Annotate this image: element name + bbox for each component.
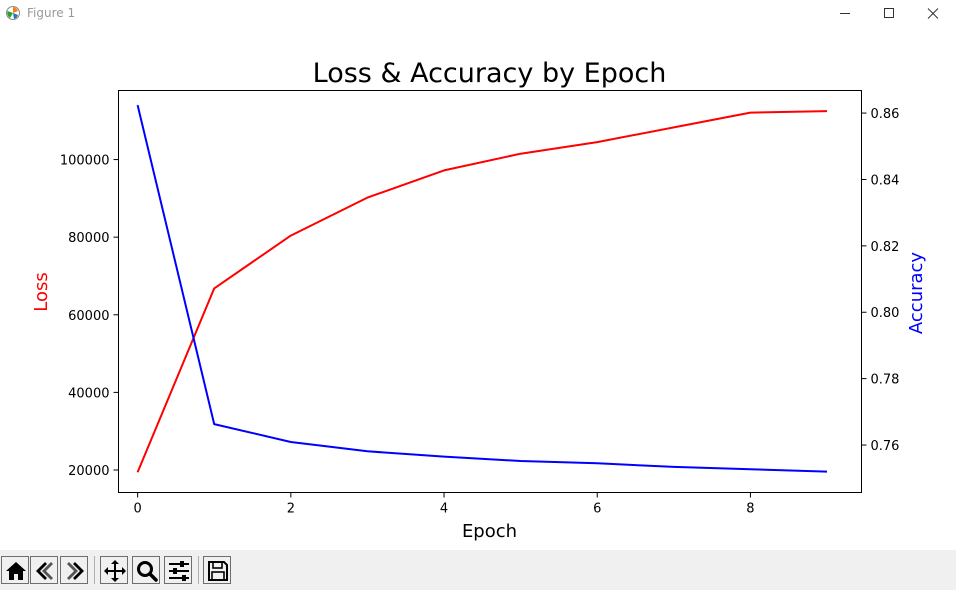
x-axis-label: Epoch (462, 521, 517, 542)
y-axis-left-label: Loss (31, 272, 52, 311)
configure-subplots-button[interactable] (164, 556, 192, 584)
y-left-tick-label: 20000 (68, 464, 109, 479)
navigation-toolbar (0, 550, 956, 590)
zoom-button[interactable] (132, 556, 160, 584)
pan-button[interactable] (100, 556, 128, 584)
window-title: Figure 1 (27, 6, 76, 20)
configure-subplots-icon (169, 561, 189, 581)
y-left-tick-label: 60000 (68, 309, 109, 324)
x-tick-label: 0 (134, 502, 142, 517)
y-left-tick-label: 40000 (68, 386, 109, 401)
minimize-icon (840, 13, 850, 14)
y-left-tick-label: 80000 (68, 231, 109, 246)
pan-icon (104, 560, 126, 582)
loss-series-line (136, 110, 828, 473)
back-icon (36, 562, 53, 580)
x-tick-label: 4 (440, 502, 448, 517)
save-icon (208, 561, 228, 581)
chart[interactable]: Loss & Accuracy by Epoch 0 2 4 6 8 20000 4000… (0, 28, 956, 550)
y-right-tick-label: 0.76 (871, 439, 900, 454)
window-titlebar: Figure 1 (0, 0, 956, 28)
y-right-tick-label: 0.82 (871, 240, 900, 255)
y-right-tick-label: 0.80 (871, 306, 900, 321)
plot-marks (136, 104, 828, 473)
y-axis-left-ticks: 20000 40000 60000 80000 100000 (60, 154, 119, 479)
minimize-button[interactable] (822, 0, 868, 28)
zoom-icon (137, 561, 158, 582)
save-button[interactable] (203, 556, 231, 584)
x-tick-label: 2 (287, 502, 295, 517)
plot-frame (118, 90, 862, 493)
close-button[interactable] (910, 0, 956, 28)
home-icon (6, 562, 26, 580)
toolbar-separator (94, 556, 95, 584)
matplotlib-logo-icon (6, 6, 20, 20)
chart-title: Loss & Accuracy by Epoch (313, 58, 667, 89)
maximize-button[interactable] (866, 0, 912, 28)
x-tick-label: 6 (593, 502, 601, 517)
x-axis-ticks: 0 2 4 6 8 (134, 492, 755, 517)
y-right-tick-label: 0.84 (871, 173, 900, 188)
figure-canvas[interactable]: Loss & Accuracy by Epoch 0 2 4 6 8 20000 4000… (0, 28, 956, 550)
y-left-tick-label: 100000 (60, 154, 110, 169)
y-axis-right-label: Accuracy (906, 252, 927, 335)
forward-button[interactable] (60, 556, 88, 584)
maximize-icon (884, 8, 894, 18)
accuracy-series-line (136, 104, 828, 473)
toolbar-separator (198, 556, 199, 584)
y-right-tick-label: 0.78 (871, 373, 900, 388)
home-button[interactable] (1, 556, 29, 584)
forward-icon (67, 562, 84, 580)
y-right-tick-label: 0.86 (871, 107, 900, 122)
back-button[interactable] (30, 556, 58, 584)
close-icon (927, 8, 939, 19)
x-tick-label: 8 (746, 502, 754, 517)
y-axis-right-ticks: 0.76 0.78 0.80 0.82 0.84 0.86 (861, 107, 900, 454)
